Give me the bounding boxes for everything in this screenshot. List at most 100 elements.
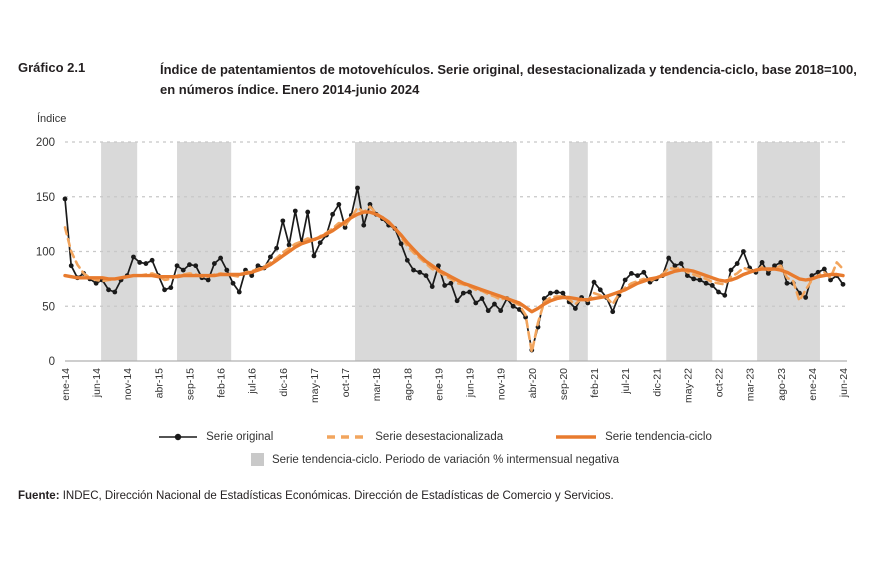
serie-original-point [193,263,199,269]
figure-label: Gráfico 2.1 [18,60,86,75]
negative-period-band [101,142,138,361]
serie-original-point [442,283,448,288]
serie-original-point [367,202,373,207]
x-tick-label: feb-16 [216,368,228,398]
serie-original-point [68,263,74,269]
serie-original-point [211,261,217,266]
serie-original-point [672,263,678,269]
serie-original-point [622,277,628,283]
serie-original-point [803,295,809,300]
y-tick-label: 50 [42,301,55,313]
serie-original-point [448,280,454,286]
y-tick-label: 100 [36,247,55,259]
serie-original-point [336,202,342,207]
legend-item-desestacionalizada: Serie desestacionalizada [325,431,503,443]
serie-original-marker-icon [159,433,198,441]
serie-original-point [610,309,616,315]
line-chart: 0 50 100 150 200 ene-14 jun-14 nov-14 abr-15 sep-… [36,137,850,403]
serie-tendencia-marker-icon [556,435,597,439]
serie-original-point [492,301,497,307]
serie-original-point [398,241,404,247]
serie-original-point [678,261,684,266]
x-tick-label: abr-15 [153,368,165,399]
serie-original-point [162,287,167,293]
serie-original-point [709,283,715,288]
serie-original-point [342,225,348,230]
legend-original-label: Serie original [206,431,274,443]
x-tick-label: oct-22 [714,368,726,397]
serie-original-point [218,255,224,261]
legend-tendencia-label: Serie tendencia-ciclo [605,431,712,443]
serie-original-point [149,257,155,263]
serie-original-point [137,260,143,265]
serie-original-point [560,290,566,296]
serie-original-point [417,269,423,275]
serie-original-point [516,307,522,312]
serie-original-point [280,218,286,224]
serie-original-point [828,277,833,283]
source-label: Fuente: [18,490,60,502]
serie-original-point [784,280,790,286]
x-tick-label: nov-14 [122,368,134,400]
serie-original-point [572,306,578,311]
x-tick-label: may-17 [309,368,321,403]
serie-original-point [454,298,460,304]
y-tick-label: 0 [49,356,55,368]
x-tick-label: may-22 [682,368,694,403]
serie-original-point [361,222,367,228]
serie-original-point [597,287,603,293]
serie-original-point [722,292,728,298]
serie-original-point [423,273,429,278]
x-tick-label: jun-24 [838,368,850,398]
serie-original-point [292,208,298,214]
x-tick-label: abr-20 [527,368,539,399]
serie-original-point [236,289,242,295]
serie-original-point [498,308,504,314]
serie-original-point [697,277,703,283]
x-tick-label: dic-21 [651,368,663,397]
serie-original-point [585,300,591,306]
x-tick-label: sep-15 [184,368,196,400]
serie-original-point [554,289,560,295]
serie-original-point [286,242,292,248]
serie-desestacionalizada-marker-icon [327,435,368,439]
legend: Serie original Serie desestacionalizada … [0,431,870,443]
serie-original-point [305,209,311,215]
figure-title: Índice de patentamientos de motovehículo… [160,62,857,98]
serie-original-point [716,289,721,295]
legend-desestacionalizada-label: Serie desestacionalizada [375,431,504,443]
serie-original-point [267,254,273,260]
legend-band-label: Serie tendencia-ciclo. Periodo de variac… [271,453,620,466]
serie-original-point [187,262,192,268]
serie-original-point [473,300,479,306]
x-tick-label: feb-21 [589,368,601,398]
serie-original-point [411,267,416,273]
legend-item-original: Serie original [158,431,273,443]
serie-original-point [734,261,740,266]
source-note: Fuente: INDEC, Dirección Nacional de Est… [18,490,858,502]
serie-original-point [510,303,516,309]
legend-band-row: Serie tendencia-ciclo. Periodo de variac… [0,453,870,466]
x-tick-label: jun-14 [91,368,103,398]
legend-item-tendencia: Serie tendencia-ciclo [555,431,712,443]
serie-original-point [255,263,261,269]
x-tick-label: mar-23 [745,368,757,401]
serie-original-point [467,289,472,295]
serie-original-point [143,261,149,266]
x-tick-label: jul-16 [247,368,259,395]
serie-original-point [429,284,435,289]
serie-original-point [635,273,641,278]
x-tick-label: sep-20 [558,368,570,400]
x-tick-label: jun-19 [465,368,477,398]
serie-original-point [274,245,280,251]
x-tick-label: nov-19 [496,368,508,400]
serie-desestacionalizada-line [63,205,845,354]
x-tick-label: ene-19 [433,368,445,401]
serie-original-point [93,280,99,286]
serie-original-point [330,211,336,217]
serie-original-point [821,266,827,272]
serie-original-point [685,273,690,278]
serie-original-point [460,290,466,296]
source-text: INDEC, Dirección Nacional de Estadística… [59,490,614,502]
